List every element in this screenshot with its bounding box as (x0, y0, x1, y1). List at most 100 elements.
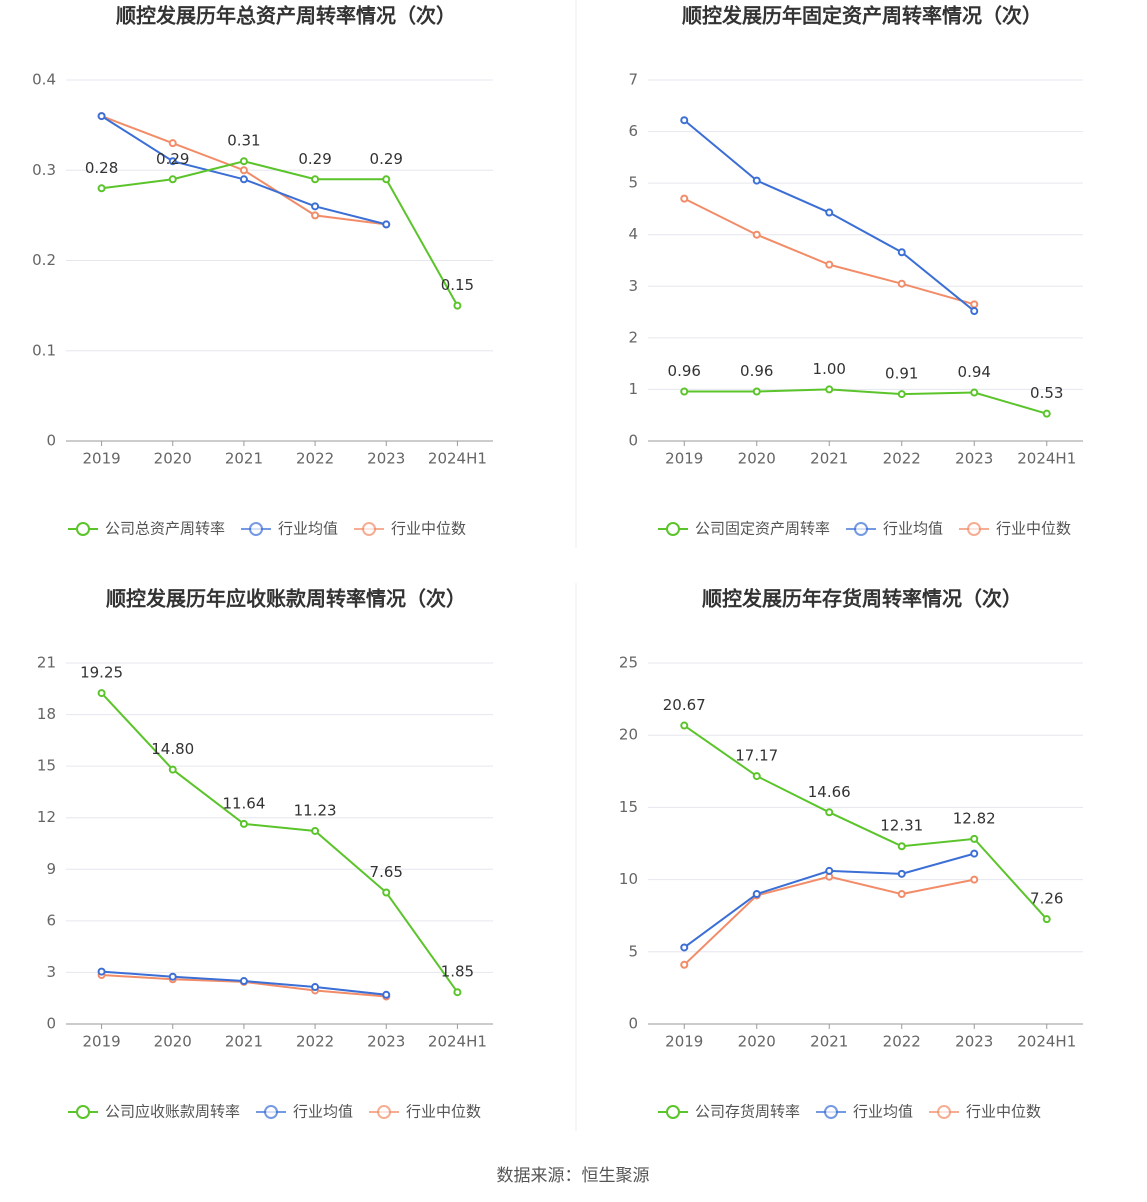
data-point (970, 875, 979, 884)
legend-marker (264, 1105, 279, 1119)
x-tick-label: 2023 (367, 450, 405, 468)
data-point (311, 826, 320, 835)
series-line (683, 724, 1048, 920)
x-tick-label: 2022 (296, 450, 334, 468)
data-label: 14.66 (808, 783, 851, 801)
data-point (1042, 409, 1051, 418)
legend-label: 公司固定资产周转率 (695, 520, 830, 538)
data-point (752, 230, 761, 239)
data-point (311, 175, 320, 184)
y-tick-label: 3 (46, 963, 56, 981)
y-tick-label: 5 (628, 174, 638, 192)
data-point (825, 260, 834, 269)
data-point (970, 307, 979, 316)
legend-marker (362, 522, 377, 536)
data-point (311, 211, 320, 220)
data-point (453, 988, 462, 997)
data-label: 12.31 (880, 817, 923, 835)
legend-label: 公司存货周转率 (695, 1103, 800, 1121)
y-tick-label: 2 (628, 328, 638, 346)
y-tick-label: 0 (46, 1015, 56, 1033)
data-point (168, 139, 177, 148)
series-line (101, 160, 459, 307)
data-point (970, 388, 979, 397)
y-tick-label: 0.1 (32, 341, 56, 359)
x-tick-label: 2021 (225, 450, 263, 468)
data-point (97, 112, 106, 121)
x-tick-label: 2019 (665, 1033, 703, 1051)
data-label: 11.64 (222, 794, 265, 812)
data-point (168, 157, 177, 166)
data-point (825, 385, 834, 394)
data-label: 0.15 (441, 276, 474, 294)
chart-title: 顺控发展历年存货周转率情况（次） (702, 587, 1022, 611)
data-point (825, 866, 834, 875)
legend-marker (824, 1105, 839, 1119)
x-tick-label: 2023 (955, 450, 993, 468)
data-point (239, 166, 248, 175)
data-point (897, 869, 906, 878)
legend-marker (666, 1105, 680, 1119)
data-point (897, 390, 906, 399)
data-point (168, 972, 177, 981)
data-point (752, 387, 761, 396)
legend-label: 行业中位数 (966, 1103, 1041, 1121)
data-point (752, 772, 761, 781)
data-point (239, 175, 248, 184)
y-tick-label: 12 (37, 808, 56, 826)
x-tick-label: 2019 (82, 450, 120, 468)
legend-label: 行业均值 (883, 520, 943, 538)
data-point (897, 248, 906, 257)
legend-marker (76, 1105, 90, 1119)
legend-marker (967, 522, 982, 536)
series-line (100, 692, 459, 993)
data-label: 1.85 (441, 963, 474, 981)
data-point (168, 175, 177, 184)
data-label: 11.23 (294, 801, 337, 819)
y-tick-label: 21 (37, 654, 56, 672)
data-point (239, 977, 248, 986)
data-label: 0.29 (156, 150, 189, 168)
y-tick-label: 6 (628, 122, 638, 140)
data-point (825, 808, 834, 817)
y-tick-label: 1 (628, 380, 638, 398)
data-label: 14.80 (151, 740, 194, 758)
y-tick-label: 15 (37, 757, 56, 775)
legend-marker (854, 522, 869, 536)
data-label: 1.00 (813, 360, 846, 378)
data-point (970, 834, 979, 843)
legend-label: 行业中位数 (996, 520, 1071, 538)
y-tick-label: 0 (628, 432, 638, 450)
legend-label: 行业均值 (293, 1103, 353, 1121)
y-tick-label: 5 (628, 942, 638, 960)
x-tick-label: 2024H1 (428, 450, 487, 468)
x-tick-label: 2019 (82, 1033, 120, 1051)
data-point (453, 301, 462, 310)
y-tick-label: 7 (628, 71, 638, 89)
data-point (897, 842, 906, 851)
y-tick-label: 4 (628, 225, 638, 243)
data-label: 7.65 (370, 863, 403, 881)
data-label: 0.31 (227, 132, 260, 150)
y-tick-label: 0.3 (32, 161, 56, 179)
data-point (752, 890, 761, 899)
data-label: 7.26 (1030, 890, 1063, 908)
legend-marker (666, 522, 680, 536)
y-tick-label: 0 (628, 1015, 638, 1033)
data-label: 19.25 (80, 664, 123, 682)
data-point (680, 387, 689, 396)
data-label: 17.17 (735, 747, 778, 765)
data-label: 0.91 (885, 365, 918, 383)
data-point (382, 175, 391, 184)
legend-marker (76, 522, 90, 536)
data-point (970, 300, 979, 309)
data-point (97, 184, 106, 193)
data-point (1042, 915, 1051, 924)
y-tick-label: 20 (619, 726, 638, 744)
x-tick-label: 2021 (810, 450, 848, 468)
y-tick-label: 18 (37, 705, 56, 723)
x-tick-label: 2023 (367, 1033, 405, 1051)
data-point (239, 819, 248, 828)
data-point (311, 983, 320, 992)
data-point (680, 943, 689, 952)
